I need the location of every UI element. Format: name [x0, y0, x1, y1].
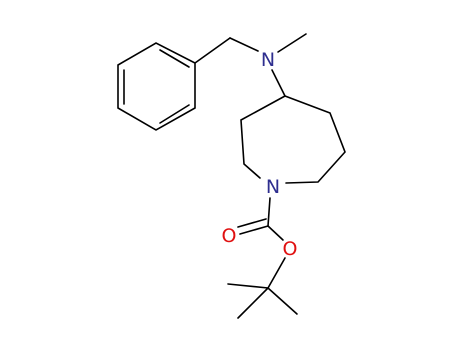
- bond: [237, 287, 269, 319]
- bond: [277, 33, 307, 53]
- atom-label: O: [283, 238, 298, 260]
- atom-label: N: [266, 176, 280, 198]
- bonds: [117, 33, 346, 319]
- bond: [267, 197, 271, 227]
- ring-bonds: [284, 95, 346, 184]
- bond: [267, 225, 284, 241]
- bond: [227, 283, 269, 289]
- bond: [271, 69, 286, 97]
- bond: [229, 37, 259, 52]
- double-bond: [159, 104, 190, 124]
- atom-label: O: [222, 225, 237, 247]
- double-bond: [237, 218, 267, 228]
- bond: [267, 257, 286, 289]
- benzene-ring: [117, 42, 196, 131]
- bond: [194, 37, 231, 64]
- atom-label: N: [261, 49, 275, 71]
- bond: [267, 287, 298, 315]
- double-bond: [239, 225, 269, 235]
- ring-bonds: [240, 95, 286, 179]
- double-bond: [159, 49, 190, 68]
